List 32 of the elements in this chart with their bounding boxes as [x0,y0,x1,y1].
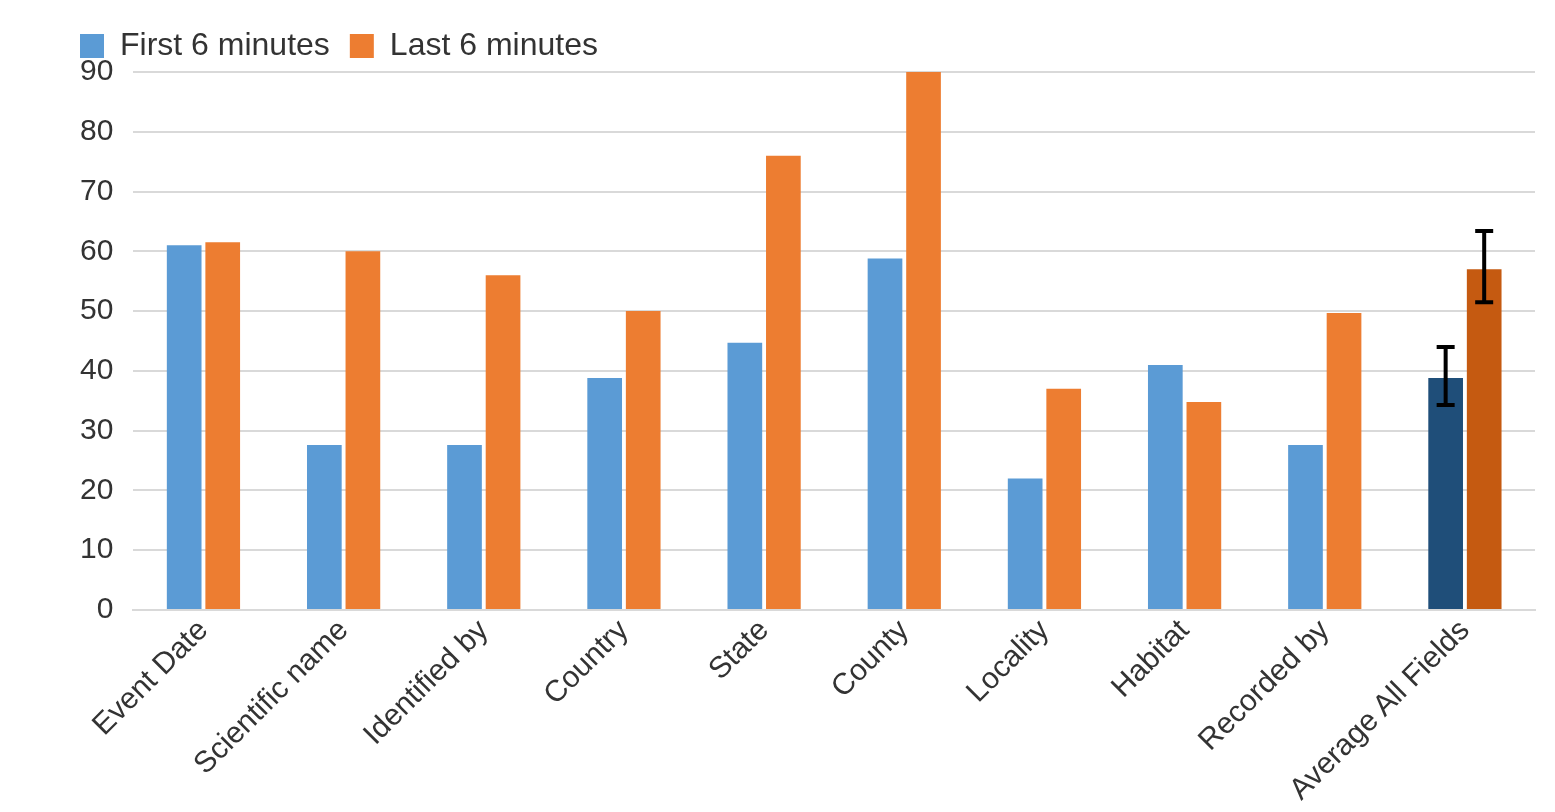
bar [1147,364,1183,609]
bar [766,155,801,609]
y-tick-label: 90 [79,53,114,87]
bar [1007,478,1043,609]
y-tick-label: 80 [79,113,114,147]
bar [166,245,202,609]
bar [1046,388,1082,609]
y-tick-label: 20 [79,471,114,505]
y-tick-label: 30 [79,411,114,445]
bar [1186,401,1222,609]
bar [205,242,241,609]
bar [625,311,661,609]
bar [1428,378,1463,609]
legend-label: First 6 minutes [120,25,330,62]
bar [867,258,903,609]
bar [906,72,941,609]
y-tick-label: 40 [79,352,114,386]
y-tick-label: 70 [79,172,114,206]
bar [485,275,521,609]
legend-label: Last 6 minutes [389,25,598,62]
y-tick-label: 0 [96,591,114,625]
y-tick-label: 50 [79,292,114,326]
bar [587,378,623,609]
bar [345,251,381,609]
bar [1466,269,1502,609]
bar [447,444,482,609]
y-tick-label: 60 [79,232,114,266]
bar [307,444,342,609]
y-tick-label: 10 [79,531,114,565]
bar [1326,312,1362,609]
bar [1288,444,1323,609]
bar [727,342,763,609]
